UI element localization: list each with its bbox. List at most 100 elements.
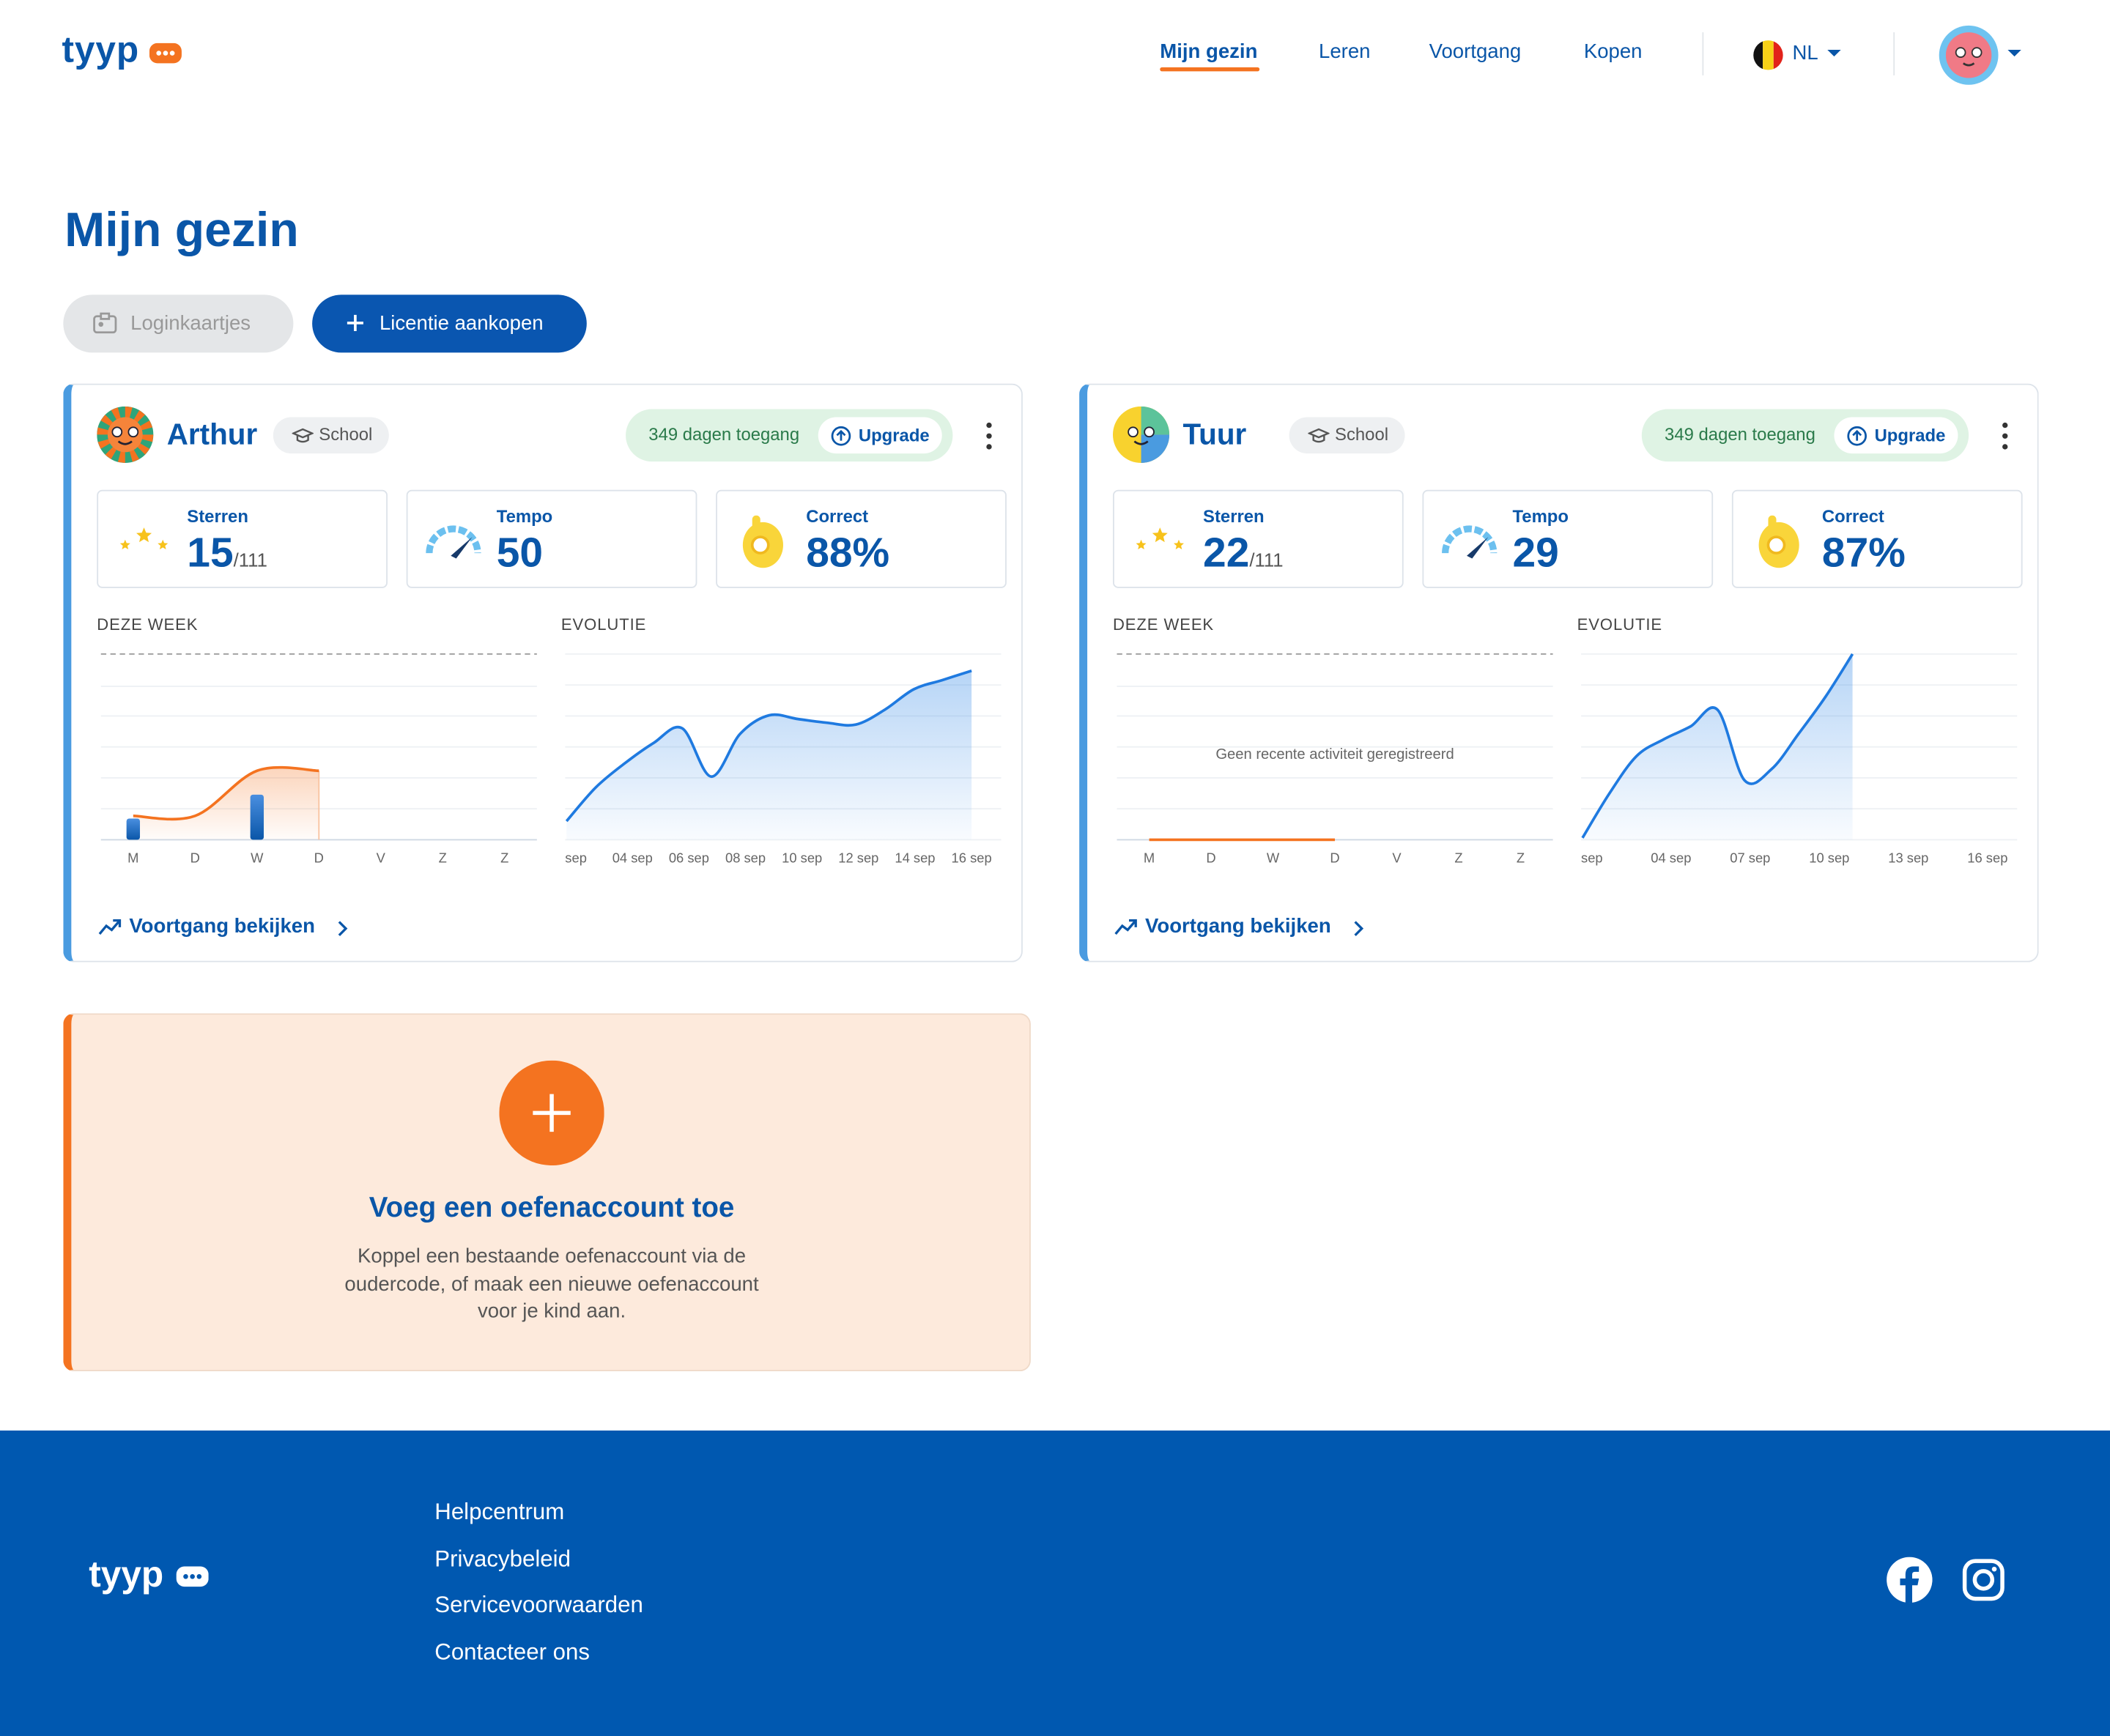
stat-value: 50 bbox=[497, 529, 543, 577]
stat-icon bbox=[1136, 527, 1184, 550]
flag[interactable] bbox=[1752, 39, 1784, 71]
access-pill: 349 dagen toegang Upgrade bbox=[1641, 409, 1969, 462]
stat-icon bbox=[426, 525, 481, 559]
access-pill: 349 dagen toegang Upgrade bbox=[626, 409, 953, 462]
footer-link[interactable]: Privacybeleid bbox=[434, 1546, 571, 1572]
facebook-icon[interactable] bbox=[1887, 1557, 1933, 1603]
star bbox=[1173, 539, 1184, 550]
add-button[interactable] bbox=[499, 1060, 604, 1166]
finger bbox=[752, 515, 760, 535]
stat-icon bbox=[119, 527, 169, 550]
upgrade-button[interactable]: Upgrade bbox=[1834, 417, 1958, 454]
x-label: 10 sep bbox=[782, 850, 822, 866]
day-label: M bbox=[1144, 850, 1155, 866]
nav-link[interactable]: Mijn gezin bbox=[1160, 40, 1258, 64]
x-label: 16 sep bbox=[952, 850, 992, 866]
trend-icon bbox=[1114, 919, 1137, 935]
stat-box: Correct 87% bbox=[1731, 489, 2023, 588]
upgrade-button[interactable]: Upgrade bbox=[818, 417, 942, 454]
button[interactable]: Licentie aankopen bbox=[312, 294, 587, 353]
x-label: 12 sep bbox=[838, 850, 878, 866]
x-label: 14 sep bbox=[895, 850, 935, 866]
stat-box: Sterren 22/111 bbox=[1112, 489, 1404, 588]
button[interactable]: Loginkaartjes bbox=[63, 294, 294, 353]
footer-link[interactable]: Contacteer ons bbox=[434, 1639, 591, 1665]
dot bbox=[2002, 433, 2008, 439]
footer-link[interactable]: Servicevoorwaarden bbox=[434, 1592, 643, 1618]
star bbox=[158, 539, 169, 550]
section-label: DEZE WEEK bbox=[97, 615, 199, 634]
hand-ring bbox=[1766, 535, 1786, 554]
section-label: EVOLUTIE bbox=[560, 615, 647, 634]
day-label: Z bbox=[439, 850, 447, 866]
hand-ring bbox=[750, 535, 770, 554]
menu-button[interactable] bbox=[1999, 421, 2010, 450]
bar bbox=[126, 818, 141, 840]
day-label: V bbox=[1392, 850, 1402, 866]
day-label: Z bbox=[500, 850, 508, 866]
footer-link[interactable]: Helpcentrum bbox=[434, 1499, 565, 1525]
stat-box: Tempo 50 bbox=[406, 489, 697, 588]
week-chart: M D W D V Z Z Geen recente activiteit geregistr… bbox=[1117, 653, 1553, 866]
stat-value: 29 bbox=[1512, 529, 1558, 577]
text-line: oudercode, of maak een nieuwe oefenaccou… bbox=[344, 1272, 759, 1296]
cap bbox=[292, 428, 314, 443]
dot bbox=[986, 422, 992, 429]
x-label: sep bbox=[1581, 850, 1603, 866]
x-label: 16 sep bbox=[1967, 850, 2007, 866]
dot bbox=[986, 433, 992, 439]
access-text: 349 dagen toegang bbox=[648, 423, 800, 445]
upgrade-label: Upgrade bbox=[1874, 425, 1946, 446]
trend bbox=[1114, 919, 1137, 935]
user-avatar[interactable] bbox=[1938, 24, 1999, 86]
nav-link[interactable]: Kopen bbox=[1583, 40, 1643, 64]
trend bbox=[98, 919, 122, 935]
stat-box: Correct 88% bbox=[716, 489, 1007, 588]
ring bbox=[831, 426, 851, 446]
stat-label: Correct bbox=[806, 505, 869, 527]
button-label: Loginkaartjes bbox=[130, 312, 251, 335]
nav-link[interactable]: Leren bbox=[1318, 40, 1371, 64]
day-label: D bbox=[1206, 850, 1215, 866]
stat-number: 50 bbox=[496, 529, 544, 576]
x-label: 13 sep bbox=[1888, 850, 1928, 866]
x-label: 04 sep bbox=[1651, 850, 1691, 866]
stat-number: 22 bbox=[1203, 529, 1250, 576]
child-card bbox=[63, 383, 1023, 962]
cap bbox=[1308, 428, 1330, 443]
footer-logo[interactable]: tyyp bbox=[89, 1554, 164, 1595]
arrow bbox=[836, 429, 846, 441]
needle bbox=[451, 537, 473, 559]
stat-label: Sterren bbox=[187, 505, 248, 527]
access-text: 349 dagen toegang bbox=[1665, 423, 1815, 445]
progress-link[interactable]: Voortgang bekijken bbox=[129, 915, 315, 938]
add-text: Koppel een bestaande oefenaccount via de… bbox=[63, 1244, 1040, 1327]
stat-value: 22/111 bbox=[1203, 529, 1284, 577]
star bbox=[136, 527, 152, 543]
page-title: Mijn gezin bbox=[64, 201, 299, 257]
section-label: EVOLUTIE bbox=[1577, 615, 1663, 634]
language[interactable]: NL bbox=[1792, 41, 1818, 65]
progress-link[interactable]: Voortgang bekijken bbox=[1145, 915, 1331, 938]
evolution-area bbox=[1582, 653, 1853, 840]
x-label: 08 sep bbox=[725, 850, 766, 866]
footer bbox=[0, 1430, 2110, 1736]
stat-value: 87% bbox=[1822, 529, 1906, 577]
menu-button[interactable] bbox=[984, 421, 995, 450]
avatar-shape bbox=[1141, 434, 1170, 464]
nav-link[interactable]: Voortgang bbox=[1429, 40, 1522, 64]
instagram-icon[interactable] bbox=[1962, 1558, 2005, 1601]
avatar-eye bbox=[127, 426, 139, 438]
logo[interactable]: tyyp bbox=[62, 29, 140, 70]
badge: School bbox=[273, 417, 389, 454]
section-label: DEZE WEEK bbox=[1112, 615, 1215, 634]
gauge bbox=[1442, 525, 1498, 554]
chevron-path bbox=[338, 921, 348, 937]
x-label: 06 sep bbox=[669, 850, 709, 866]
upgrade-icon bbox=[1847, 426, 1867, 446]
badge-icon bbox=[292, 428, 314, 443]
gauge bbox=[426, 525, 481, 554]
stat-box: Tempo 29 bbox=[1422, 489, 1714, 588]
